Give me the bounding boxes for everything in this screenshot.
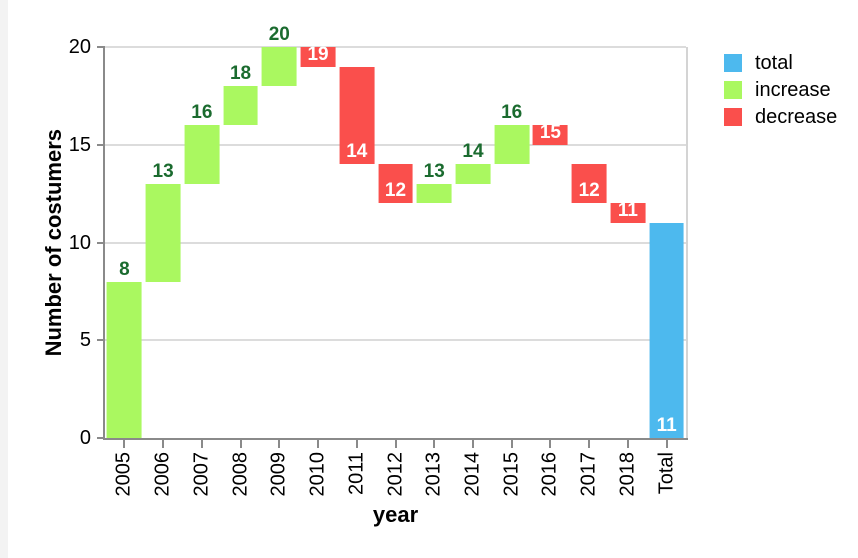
bar-2018 [610,203,646,223]
bar-label-2018: 11 [617,199,638,221]
x-tick-label-2017: 2017 [577,452,600,497]
legend-swatch-total [724,54,742,72]
legend-swatch-decrease [724,108,742,126]
x-tick-label-2008: 2008 [229,452,252,497]
bar-2017 [571,164,607,204]
bar-label-total: 11 [656,415,677,436]
bar-2011 [339,66,375,165]
bar-2008 [223,86,258,126]
plot-panel: 8 13 16 18 20 19 14 12 13 14 16 15 12 11 11 [103,25,688,440]
bar-label-2008: 18 [229,63,252,85]
x-tick-2006 [162,440,165,448]
x-tick-label-2012: 2012 [384,452,406,497]
bar-label-2010: 19 [307,43,329,65]
x-tick-label-2018: 2018 [616,452,639,497]
bar-2007 [184,125,220,184]
y-tick-15 [97,143,105,146]
x-tick-label-2007: 2007 [190,452,213,497]
legend-label-increase: increase [755,79,831,101]
bar-label-2007: 16 [191,102,213,124]
bar-2014 [455,164,491,184]
bar-label-2013: 13 [423,160,445,182]
panel-right-border [686,47,688,438]
x-axis-title: year [372,502,419,527]
legend-label-total: total [755,52,793,74]
x-axis: 2005 2006 2007 2008 2009 2010 2011 2012 2013 2014… [105,439,686,554]
y-tick-label-10: 10 [68,231,91,254]
legend: total increase decrease [724,52,838,135]
x-tick-2007 [200,440,203,448]
x-tick-2015 [510,440,513,448]
left-edge-strip [0,0,8,558]
x-tick-total [665,440,668,448]
x-tick-2008 [239,440,242,448]
x-axis-line [103,438,688,440]
gridline-5 [105,339,686,342]
bar-label-2017: 12 [578,180,600,202]
y-tick-label-5: 5 [79,329,91,352]
x-tick-label-2016: 2016 [538,452,561,497]
x-tick-label-2014: 2014 [461,452,484,497]
x-tick-2016 [549,440,552,448]
y-tick-label-0: 0 [79,427,91,449]
x-tick-2011 [355,440,358,448]
legend-item-increase: increase [724,79,837,101]
y-tick-label-15: 15 [68,133,91,156]
x-tick-label-2010: 2010 [306,452,329,497]
bar-2009 [261,47,297,87]
x-tick-label-2009: 2009 [267,452,290,497]
y-tick-0 [97,437,105,439]
x-tick-label-2006: 2006 [151,452,174,497]
y-axis-line [103,47,105,440]
gridline-20 [105,46,686,48]
x-tick-label-2015: 2015 [500,452,523,497]
gridline-15 [105,143,686,146]
bar-label-2011: 14 [346,141,368,163]
bar-label-2009: 20 [268,24,290,45]
x-tick-2012 [394,440,397,448]
bar-label-2015: 16 [501,102,523,124]
y-tick-5 [97,339,105,342]
gridline-10 [105,241,686,244]
bar-label-2014: 14 [462,141,484,163]
bar-2005 [106,281,142,438]
gridlines-layer [105,46,686,438]
y-tick-10 [97,241,105,244]
x-tick-2005 [123,440,126,448]
legend-item-total: total [724,52,837,74]
x-tick-2013 [433,440,436,448]
bar-2012 [378,164,413,204]
x-tick-label-2011: 2011 [345,452,368,496]
bar-labels-layer: 8 13 16 18 20 19 14 12 13 14 16 15 12 11 11 [105,25,686,438]
x-tick-2017 [588,440,591,448]
bar-2006 [145,183,181,282]
x-tick-2018 [626,440,629,448]
x-tick-2014 [471,440,474,448]
bar-2016 [532,125,568,145]
bar-label-2006: 13 [152,160,174,182]
bar-label-2005: 8 [119,258,130,280]
x-tick-2009 [278,440,281,448]
y-tick-label-20: 20 [68,36,91,58]
bar-2015 [494,125,530,165]
bar-2010 [300,47,336,67]
x-tick-label-2005: 2005 [112,452,135,497]
x-tick-label-2013: 2013 [422,452,445,497]
x-tick-label-total: Total [655,452,678,495]
y-axis: 0 5 10 15 20 [55,37,105,448]
bar-2013 [416,183,452,204]
bar-total [649,222,685,438]
bar-label-2016: 15 [539,121,561,143]
legend-item-decrease: decrease [724,106,838,128]
bar-label-2012: 12 [384,180,407,202]
bars-layer [105,47,686,438]
x-tick-2010 [317,440,320,448]
y-tick-20 [97,46,105,48]
legend-label-decrease: decrease [755,106,838,128]
legend-swatch-increase [724,81,742,99]
